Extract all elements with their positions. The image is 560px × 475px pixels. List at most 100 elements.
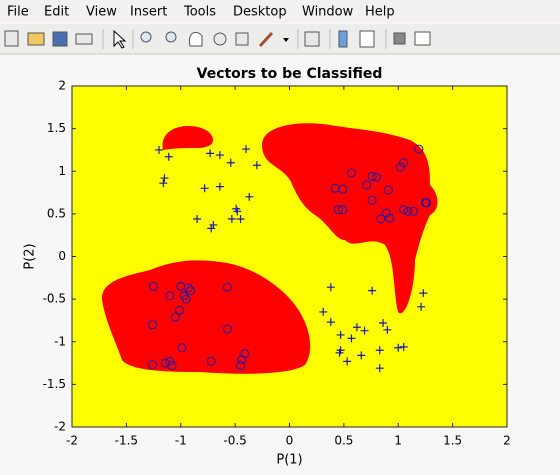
data-point: [206, 356, 216, 366]
print-button[interactable]: [75, 33, 93, 45]
data-point: [165, 291, 175, 301]
pointer-button[interactable]: [113, 29, 127, 49]
y-tick-label: 0.5: [47, 206, 66, 220]
menu-item[interactable]: Window: [302, 5, 354, 20]
x-tick-label: -1: [175, 434, 187, 448]
data-point: [367, 171, 377, 181]
y-tick-label: -2: [54, 420, 66, 434]
data-point: [149, 281, 159, 291]
data-point: [245, 192, 254, 201]
zoom-out-button[interactable]: [165, 31, 177, 43]
data-point: [408, 206, 418, 216]
x-tick-label: 0.5: [334, 434, 353, 448]
data-point: [237, 355, 247, 365]
data-point: [399, 205, 409, 215]
data-point: [181, 294, 191, 304]
pan-button[interactable]: [188, 31, 203, 47]
y-axis-label: P(2): [23, 243, 38, 269]
menu-item[interactable]: Tools: [183, 5, 216, 20]
dock-button[interactable]: [414, 31, 431, 46]
data-point: [215, 182, 224, 191]
link-button[interactable]: [304, 31, 320, 47]
y-tick-label: 2: [58, 79, 66, 93]
data-point: [383, 325, 392, 334]
rotate-button[interactable]: [213, 32, 227, 46]
new-button[interactable]: [4, 30, 19, 47]
data-point: [385, 213, 395, 223]
data-point: [362, 180, 372, 190]
data-point: [186, 286, 196, 296]
x-tick-label: 1.5: [443, 434, 462, 448]
data-point: [394, 343, 403, 352]
data-point: [161, 358, 171, 368]
data-point: [252, 161, 261, 170]
menu-item[interactable]: Desktop: [233, 5, 287, 20]
data-point: [170, 312, 180, 322]
data-point: [347, 334, 356, 343]
toolbar-buttons: [4, 29, 431, 49]
brush-button[interactable]: [258, 31, 274, 48]
data-point: [338, 184, 348, 194]
data-point: [175, 305, 185, 315]
data-point: [242, 145, 250, 154]
data-point: [232, 204, 241, 213]
zoom-in-button[interactable]: [140, 31, 152, 43]
y-tick-label: -0.5: [43, 292, 66, 306]
y-tick-label: -1.5: [43, 377, 66, 391]
save-button[interactable]: [52, 31, 68, 47]
data-point: [155, 145, 163, 154]
y-tick-label: 1: [58, 164, 66, 178]
legend-button[interactable]: [359, 30, 375, 48]
data-point: [326, 283, 335, 292]
data-point: [223, 324, 233, 334]
data-point: [207, 224, 216, 233]
menu-item[interactable]: File: [7, 5, 29, 20]
menu-item[interactable]: Insert: [130, 5, 167, 20]
data-point: [215, 151, 224, 160]
data-point: [236, 361, 246, 371]
x-tick-label: -0.5: [223, 434, 246, 448]
data-point: [375, 364, 384, 373]
menu-item[interactable]: Edit: [44, 5, 69, 20]
data-point: [383, 185, 393, 195]
menu-item[interactable]: Help: [365, 5, 395, 20]
hide-tools-button[interactable]: [393, 32, 406, 45]
data-point: [226, 158, 235, 167]
x-tick-label: 0: [286, 434, 294, 448]
data-point: [200, 184, 209, 193]
datacursor-button[interactable]: [235, 32, 249, 46]
data-point: [338, 205, 348, 215]
data-point: [414, 144, 424, 154]
open-button[interactable]: [27, 32, 45, 46]
data-point: [236, 214, 245, 223]
data-point: [360, 326, 369, 335]
data-point: [319, 307, 328, 316]
data-point: [376, 214, 386, 224]
chart-title: Vectors to be Classified: [197, 66, 383, 82]
data-point: [165, 356, 175, 366]
data-point: [399, 342, 408, 351]
decision-region-red: [262, 123, 438, 314]
menu: File Edit View Insert Tools Desktop Wind…: [7, 5, 395, 20]
colorbar-button[interactable]: [338, 30, 348, 48]
x-tick-label: 1: [394, 434, 402, 448]
x-tick-label: 2: [503, 434, 511, 448]
x-axis-label: P(1): [276, 453, 302, 468]
data-point: [164, 152, 173, 161]
data-point: [183, 283, 193, 293]
menu-bar: [0, 0, 560, 23]
toolbar: [0, 24, 560, 54]
menu-item[interactable]: View: [86, 5, 117, 20]
data-point: [177, 343, 187, 353]
data-point: [333, 205, 343, 215]
y-tick-label: 1.5: [47, 121, 66, 135]
data-point: [160, 174, 169, 183]
brush-dropdown[interactable]: [283, 38, 289, 42]
data-point: [326, 318, 335, 327]
data-point: [223, 282, 233, 292]
data-point: [147, 360, 157, 370]
data-point: [367, 195, 377, 205]
axes: Vectors to be Classified P(1) P(2): [23, 66, 508, 468]
